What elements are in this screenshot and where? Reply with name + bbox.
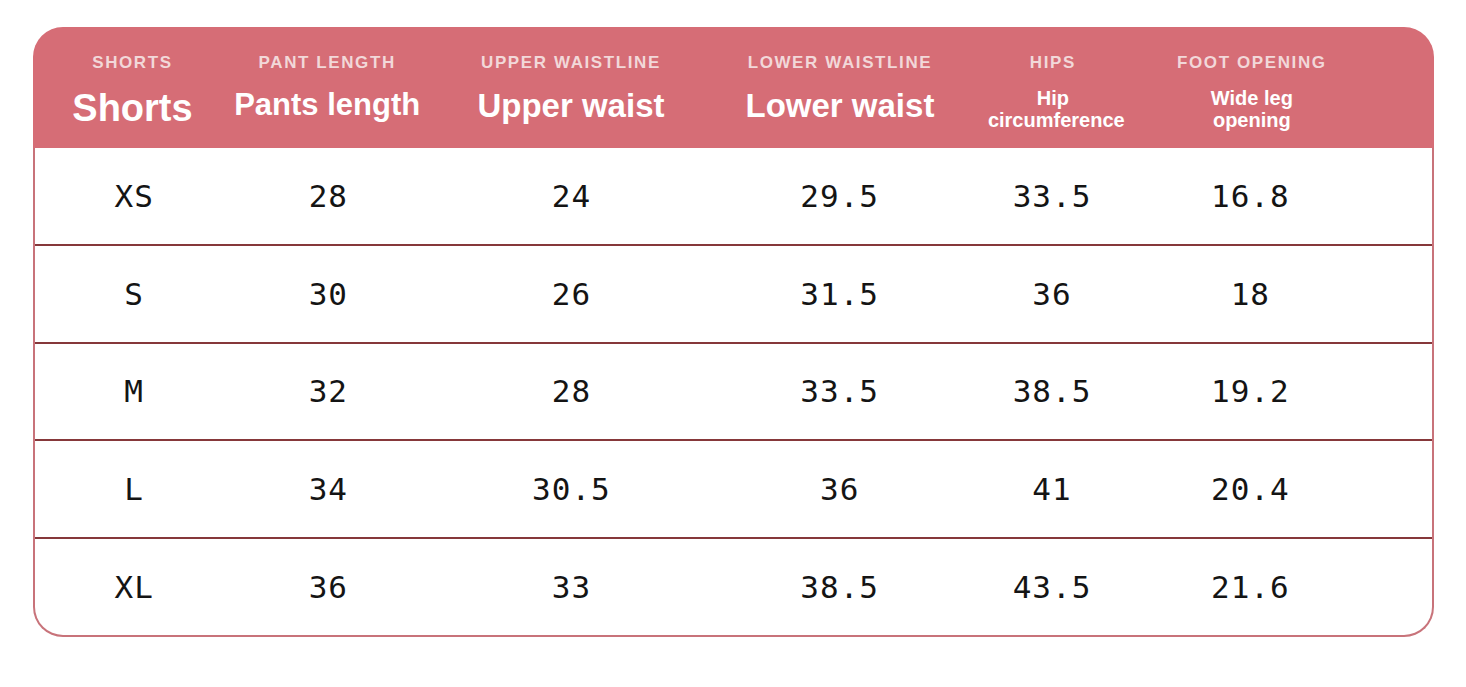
header-caps-lower-waist: LOWER WAISTLINE [748, 53, 933, 73]
cell-hips: 36 [960, 276, 1144, 312]
header-label-lower-waist: Lower waist [746, 88, 935, 124]
cell-hips: 38.5 [960, 373, 1144, 409]
header-label-pant-length: Pants length [234, 88, 420, 121]
header-label-hips: Hip circumference [988, 88, 1118, 131]
cell-upper-waist: 26 [423, 276, 719, 312]
header-label-shorts: Shorts [72, 88, 192, 129]
cell-hips: 43.5 [960, 569, 1144, 605]
header-caps-shorts: SHORTS [92, 53, 172, 73]
cell-upper-waist: 24 [423, 178, 719, 214]
cell-pant-length: 34 [233, 471, 423, 507]
header-cell-hips: HIPS Hip circumference [960, 27, 1145, 148]
table-row-xl: XL 36 33 38.5 43.5 21.6 [35, 539, 1432, 635]
header-cell-upper-waist: UPPER WAISTLINE Upper waist [422, 27, 719, 148]
size-chart-image: SHORTS Shorts PANT LENGTH Pants length U… [0, 0, 1466, 687]
cell-upper-waist: 30.5 [423, 471, 719, 507]
header-caps-upper-waist: UPPER WAISTLINE [481, 53, 661, 73]
table-row-s: S 30 26 31.5 36 18 [35, 246, 1432, 344]
cell-lower-waist: 31.5 [720, 276, 960, 312]
header-cell-foot-opening: FOOT OPENING Wide leg opening [1145, 27, 1358, 148]
cell-foot-opening: 19.2 [1144, 373, 1356, 409]
cell-pant-length: 36 [233, 569, 423, 605]
cell-pant-length: 28 [233, 178, 423, 214]
cell-hips: 33.5 [960, 178, 1144, 214]
cell-size: XL [35, 569, 233, 605]
cell-pant-length: 32 [233, 373, 423, 409]
size-chart-table: SHORTS Shorts PANT LENGTH Pants length U… [33, 27, 1434, 637]
cell-size: S [35, 276, 233, 312]
cell-size: M [35, 373, 233, 409]
table-header: SHORTS Shorts PANT LENGTH Pants length U… [33, 27, 1434, 148]
cell-foot-opening: 18 [1144, 276, 1356, 312]
cell-size: L [35, 471, 233, 507]
header-cell-lower-waist: LOWER WAISTLINE Lower waist [719, 27, 960, 148]
cell-lower-waist: 29.5 [720, 178, 960, 214]
header-caps-hips: HIPS [1030, 53, 1076, 73]
header-cell-pant-length: PANT LENGTH Pants length [232, 27, 423, 148]
header-label-upper-waist: Upper waist [477, 88, 664, 124]
cell-lower-waist: 38.5 [720, 569, 960, 605]
table-row-m: M 32 28 33.5 38.5 19.2 [35, 344, 1432, 442]
cell-hips: 41 [960, 471, 1144, 507]
table-body: XS 28 24 29.5 33.5 16.8 S 30 26 31.5 36 … [33, 148, 1434, 637]
cell-foot-opening: 16.8 [1144, 178, 1356, 214]
header-label-foot-opening: Wide leg opening [1197, 88, 1307, 131]
cell-lower-waist: 36 [720, 471, 960, 507]
table-row-xs: XS 28 24 29.5 33.5 16.8 [35, 148, 1432, 246]
table-row-l: L 34 30.5 36 41 20.4 [35, 441, 1432, 539]
cell-lower-waist: 33.5 [720, 373, 960, 409]
cell-foot-opening: 20.4 [1144, 471, 1356, 507]
cell-pant-length: 30 [233, 276, 423, 312]
cell-size: XS [35, 178, 233, 214]
cell-foot-opening: 21.6 [1144, 569, 1356, 605]
header-caps-foot-opening: FOOT OPENING [1177, 53, 1327, 73]
cell-upper-waist: 33 [423, 569, 719, 605]
header-caps-pant-length: PANT LENGTH [259, 53, 396, 73]
cell-upper-waist: 28 [423, 373, 719, 409]
header-cell-shorts: SHORTS Shorts [33, 27, 232, 148]
